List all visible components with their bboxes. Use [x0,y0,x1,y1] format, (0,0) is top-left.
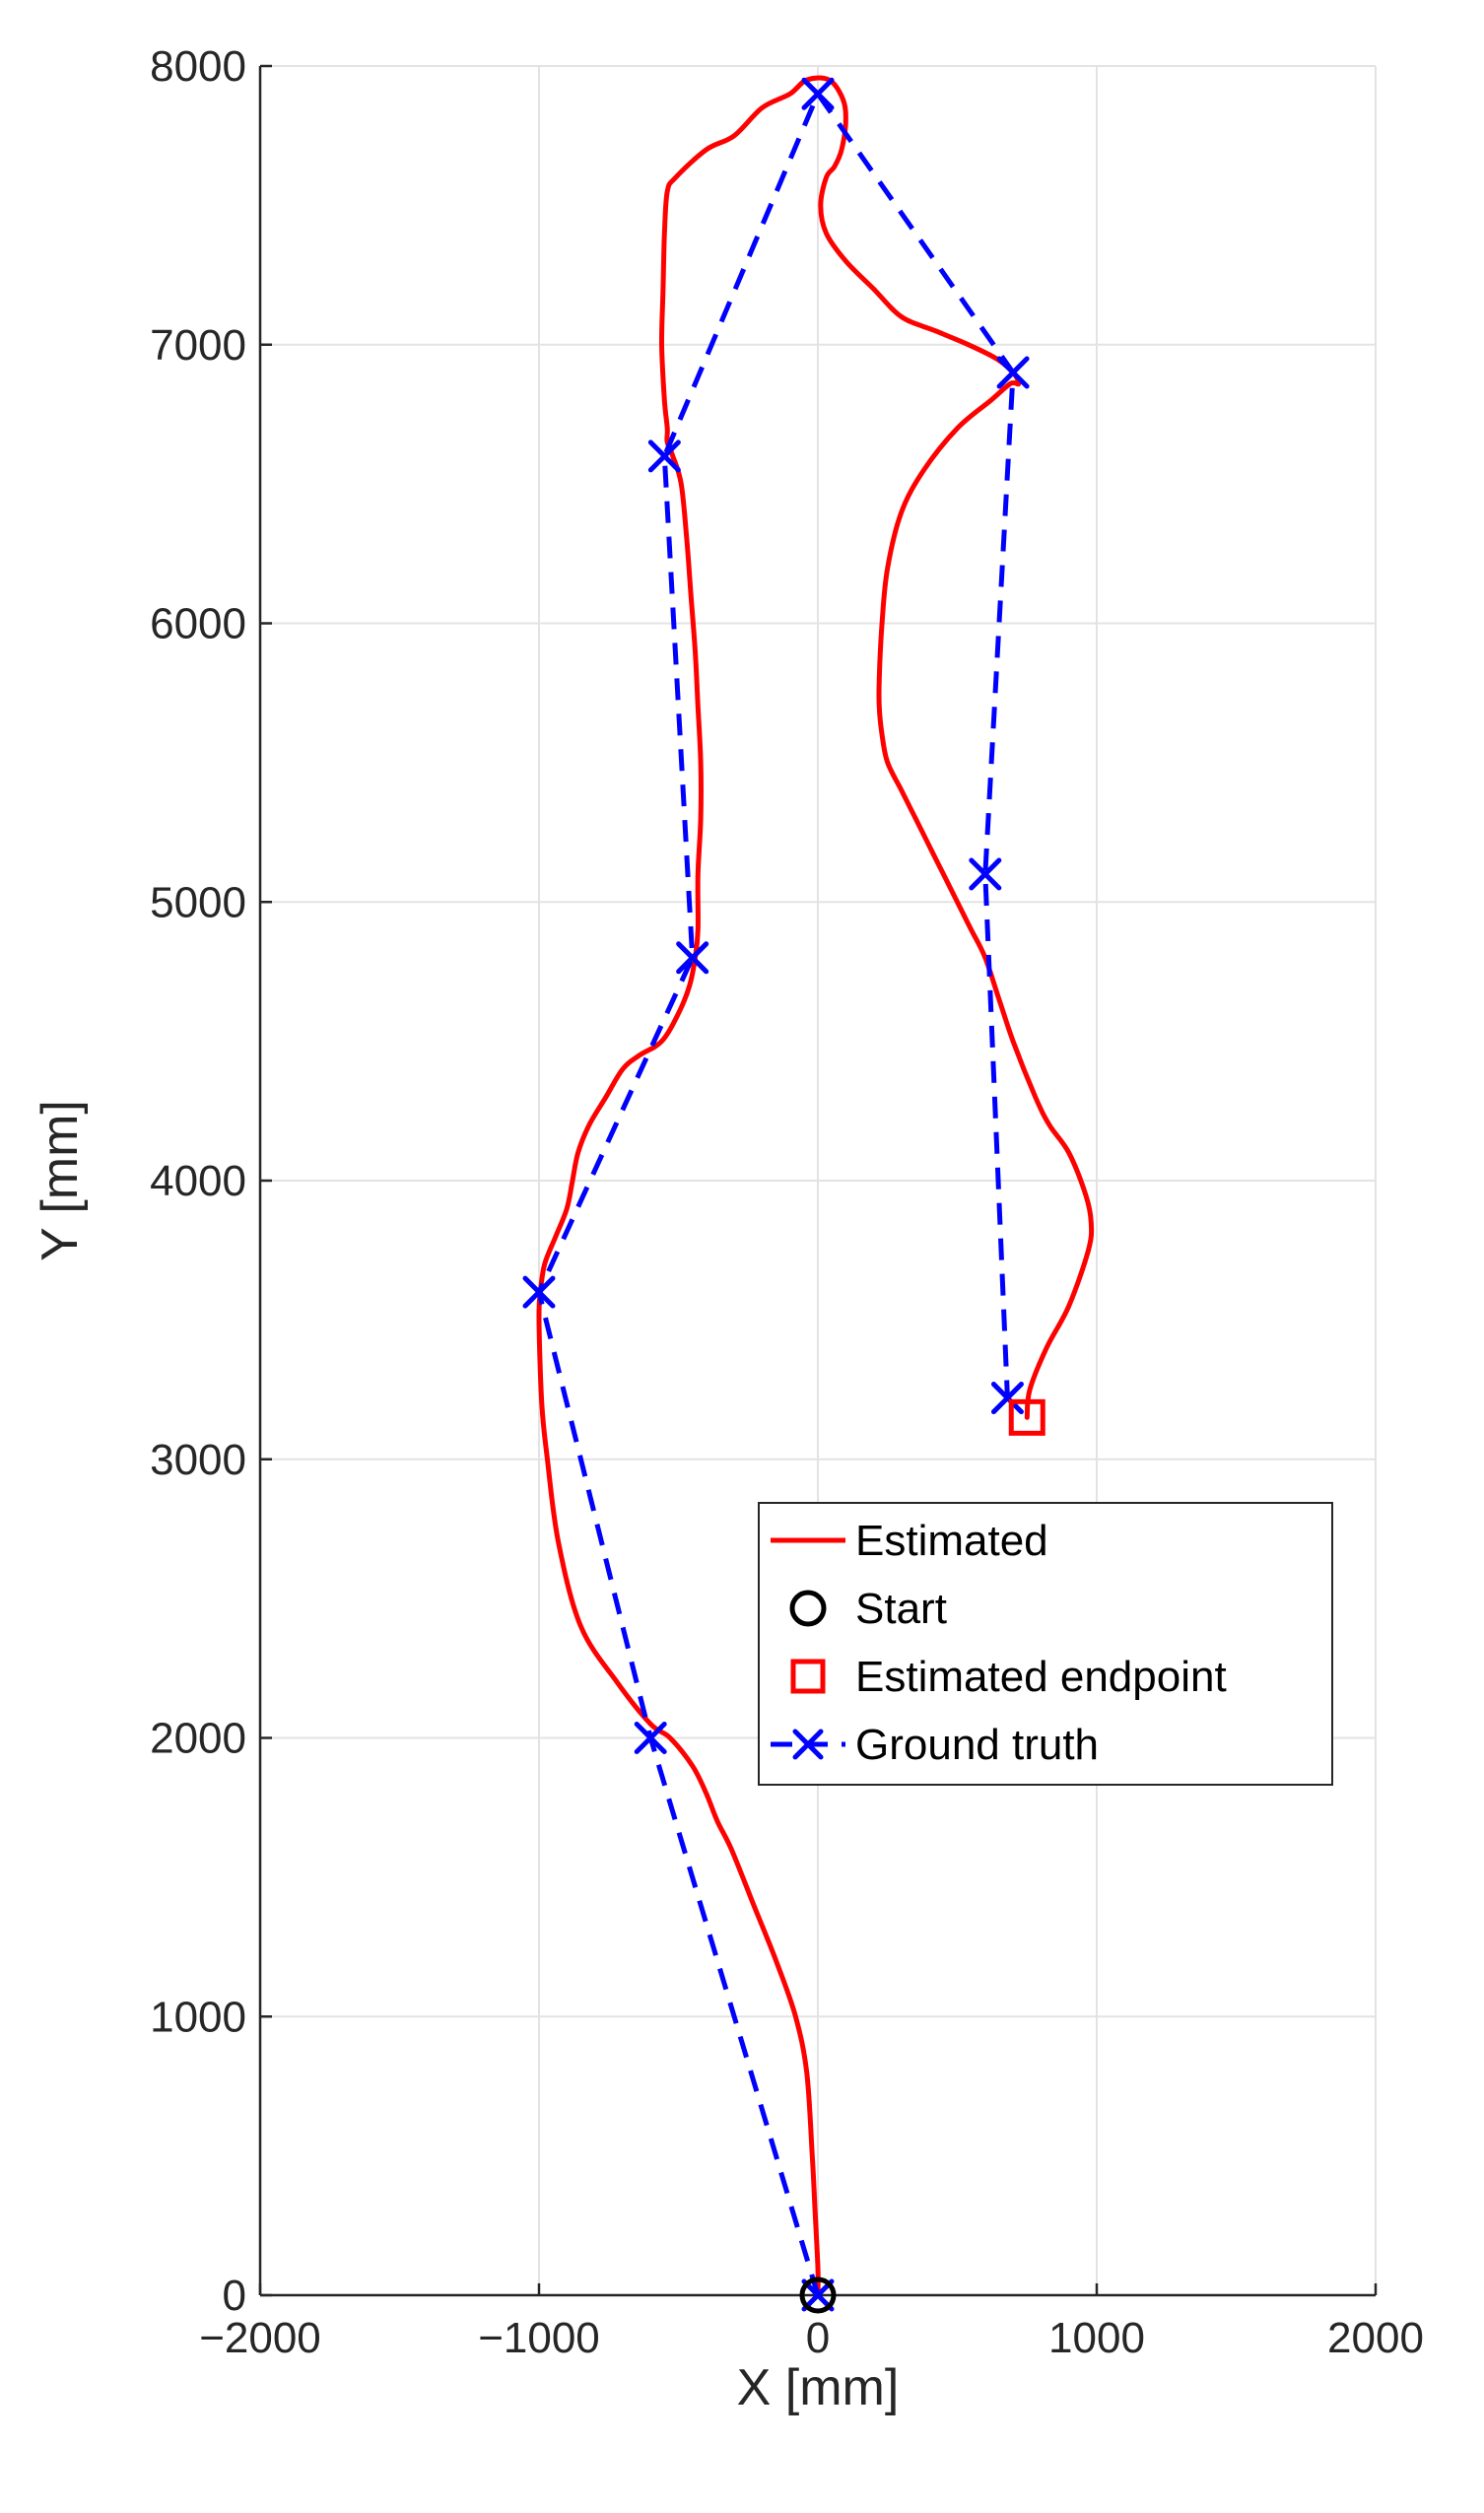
start-marker [799,2276,837,2314]
y-tick-label-0: 0 [223,2272,246,2320]
y-tick-label-6: 6000 [150,600,246,648]
legend-label-3: Ground truth [855,1721,1099,1769]
y-tick-label-4: 4000 [150,1157,246,1205]
x-tick-label-2: 0 [806,2314,830,2362]
legend-label-1: Start [855,1585,947,1633]
ground-truth-point-2 [522,1275,556,1309]
ground-truth-point-7 [969,857,1002,891]
legend-entry-2: Estimated endpoint [790,1653,1227,1701]
y-tick-label-3: 3000 [150,1436,246,1484]
estimated-endpoint-marker [1008,1398,1046,1436]
legend: Estimated Start Estimated endpoint Ground t… [758,1502,1333,1786]
ground-truth-point-5 [801,77,835,110]
x-tick-label-0: −2000 [199,2314,321,2362]
ground-truth-point-3 [676,941,709,975]
y-axis-label: Y [mm] [32,1100,89,1261]
legend-items: Estimated Start Estimated endpoint Ground t… [771,1517,1227,1769]
x-tick-label-4: 2000 [1327,2314,1424,2362]
legend-swatch-square [790,1659,826,1694]
series-line-estimated [536,75,1095,2298]
legend-entry-1: Start [789,1585,947,1633]
series-line-ground-truth [536,91,1016,2296]
ground-truth-point-0 [801,2278,835,2312]
ground-truth-point-4 [647,440,681,473]
y-tick-label-8: 8000 [150,42,246,91]
tick-labels: −2000 −1000 0 1000 2000 0 1000 2000 3000 4000 5000… [150,42,1424,2362]
legend-label-0: Estimated [855,1517,1048,1565]
y-tick-label-7: 7000 [150,321,246,370]
legend-entry-3: Ground truth [771,1721,1099,1769]
series-layer [536,75,1095,2298]
legend-swatch-circle [789,1590,827,1627]
y-tick-label-1: 1000 [150,1993,246,2041]
x-tick-label-3: 1000 [1048,2314,1145,2362]
legend-swatch-x-marker [792,1729,824,1760]
x-tick-label-1: −1000 [478,2314,600,2362]
y-tick-label-2: 2000 [150,1715,246,1763]
ground-truth-point-1 [634,1722,667,1754]
marker-layer [522,77,1046,2314]
y-tick-label-5: 5000 [150,878,246,926]
ground-truth-point-8 [990,1382,1024,1415]
legend-box [758,1502,1333,1786]
legend-label-2: Estimated endpoint [855,1653,1227,1701]
x-axis-label: X [mm] [737,2359,900,2416]
legend-entry-0: Estimated [771,1517,1048,1565]
ground-truth-point-6 [996,356,1030,389]
